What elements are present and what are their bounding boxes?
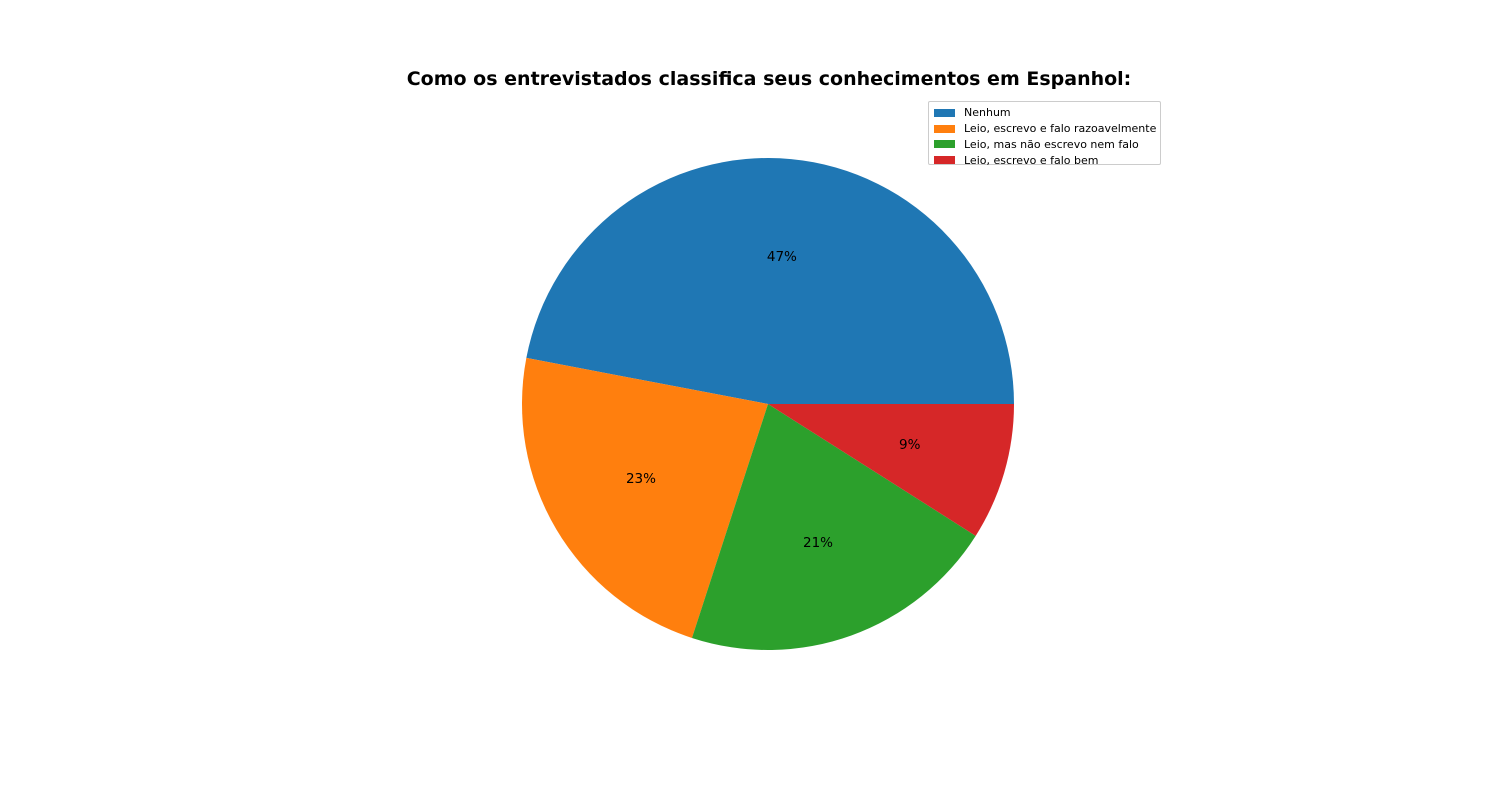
legend-item: Leio, escrevo e falo bem (929, 152, 1160, 168)
pie-slice-label-1: 47% (767, 249, 797, 265)
legend-swatch (934, 108, 955, 117)
pie-slice-label-4: 9% (899, 437, 921, 453)
legend-label: Nenhum (964, 106, 1011, 120)
legend-item: Leio, mas não escrevo nem falo (929, 137, 1160, 153)
legend-swatch (934, 140, 955, 149)
legend-swatch (934, 124, 955, 133)
pie-slices (522, 158, 1014, 650)
legend-label: Leio, escrevo e falo razoavelmente (964, 122, 1157, 136)
pie-slice-label-2: 23% (626, 471, 656, 487)
chart-title: Como os entrevistados classifica seus co… (406, 68, 1132, 90)
pie-slice-2 (522, 357, 768, 638)
pie-slice-4 (768, 404, 1014, 536)
legend-swatch (934, 156, 955, 165)
pie-slice-1 (526, 158, 1014, 404)
legend-label: Leio, escrevo e falo bem (964, 153, 1099, 167)
legend: Nenhum Leio, escrevo e falo razoavelmente… (928, 101, 1161, 168)
pie-slice-label-3: 21% (803, 535, 833, 551)
legend-label: Leio, mas não escrevo nem falo (964, 137, 1139, 151)
pie-slice-labels: 47% 23% 21% 9% (626, 249, 921, 551)
legend-item: Leio, escrevo e falo razoavelmente (929, 121, 1160, 137)
legend-item: Nenhum (929, 105, 1160, 121)
pie-slice-3 (691, 404, 976, 650)
